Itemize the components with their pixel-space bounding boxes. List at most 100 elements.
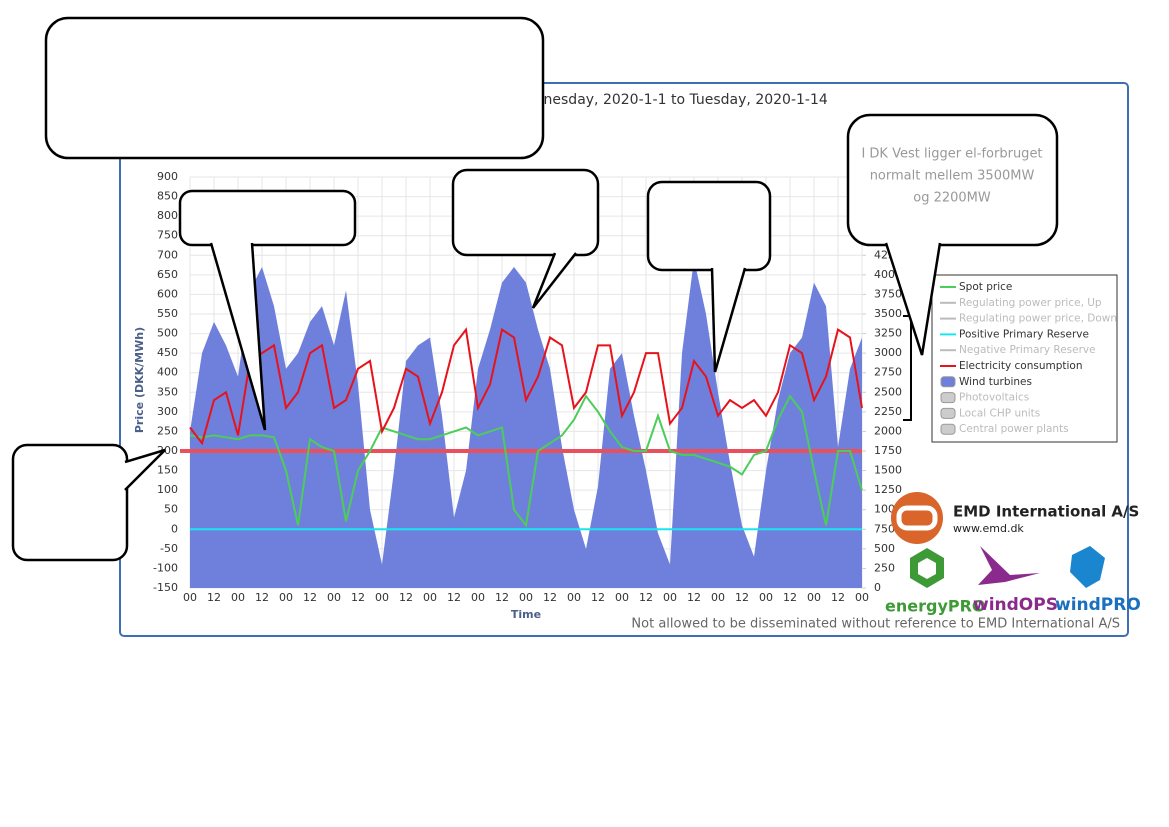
x-tick-label: 12 (543, 591, 557, 604)
bracket (903, 315, 912, 421)
logo-energypro-inner (918, 558, 936, 579)
callout-pointer (710, 267, 747, 373)
company-name: EMD International A/S (953, 503, 1139, 521)
y-tick-label: 100 (157, 483, 178, 496)
line-series (189, 394, 863, 528)
x-tick-label: 12 (639, 591, 653, 604)
y-tick-label: 0 (171, 522, 178, 535)
x-tick-label: 12 (303, 591, 317, 604)
x-tick-label: 12 (399, 591, 413, 604)
logo-emd (891, 492, 943, 544)
footer-note: Not allowed to be disseminated without r… (631, 617, 1120, 632)
x-tick-label: 12 (735, 591, 749, 604)
callout-box (44, 16, 545, 160)
legend-label: Regulating power price, Down (959, 313, 1117, 325)
x-tick-label: 00 (615, 591, 629, 604)
callout-box (451, 168, 600, 257)
x-tick-label: 00 (711, 591, 725, 604)
legend-label: Wind turbines (959, 376, 1032, 388)
chart-title: Wednesday, 2020-1-1 to Tuesday, 2020-1-1… (513, 92, 828, 108)
y-tick-label: 250 (157, 424, 178, 437)
y2-tick-label: 250 (874, 561, 895, 574)
callout-text: I DK Vest ligger el-forbruget (861, 147, 1042, 162)
x-tick-label: 12 (495, 591, 509, 604)
y2-tick-label: 3500 (874, 307, 902, 320)
x-tick-label: 12 (351, 591, 365, 604)
legend-symbol (940, 407, 956, 419)
x-tick-label: 12 (447, 591, 461, 604)
x-axis-title: Time (511, 608, 541, 621)
y2-tick-label: 2500 (874, 385, 902, 398)
logo-windops (978, 546, 1040, 585)
callout-pointer (531, 252, 577, 309)
y-tick-label: -150 (153, 581, 178, 594)
logo-windpro (1070, 546, 1105, 588)
area-series (190, 259, 862, 588)
x-tick-label: 12 (207, 591, 221, 604)
y-tick-label: 500 (157, 327, 178, 340)
y2-tick-label: 1750 (874, 444, 902, 457)
legend-label: Photovoltaics (959, 392, 1029, 404)
callout-pointer (884, 242, 942, 356)
y2-tick-label: 0 (874, 581, 881, 594)
x-tick-label: 00 (327, 591, 341, 604)
y-tick-label: 700 (157, 248, 178, 261)
y2-tick-label: 3750 (874, 287, 902, 300)
x-tick-label: 00 (663, 591, 677, 604)
y2-tick-label: 3250 (874, 327, 902, 340)
callout-box (846, 113, 1059, 247)
legend-label: Regulating power price, Up (959, 297, 1102, 309)
x-tick-label: 00 (183, 591, 197, 604)
y-tick-label: 50 (164, 503, 178, 516)
callout-pointer (124, 448, 166, 491)
y2-tick-label: 3000 (874, 346, 902, 359)
y-tick-label: -100 (153, 561, 178, 574)
y-tick-label: 150 (157, 464, 178, 477)
product-name: windPRO (1055, 595, 1141, 615)
legend-label: Central power plants (959, 423, 1069, 435)
callout-box (178, 189, 357, 247)
y2-tick-label: 2250 (874, 405, 902, 418)
y-tick-label: 800 (157, 209, 178, 222)
product-name: windOPS (973, 595, 1058, 615)
y-tick-label: 600 (157, 287, 178, 300)
y-tick-label: -50 (160, 542, 178, 555)
legend-label: Electricity consumption (959, 360, 1082, 372)
legend-label: Local CHP units (959, 407, 1040, 419)
y2-tick-label: 1500 (874, 464, 902, 477)
legend-box (931, 274, 1118, 443)
callout-box (646, 180, 772, 272)
x-tick-label: 12 (255, 591, 269, 604)
y-tick-label: 450 (157, 346, 178, 359)
legend: Spot price Regulating power price, Up Regu… (940, 281, 1117, 435)
x-tick-label: 12 (783, 591, 797, 604)
callout-text: og 2200MW (913, 191, 991, 206)
product-name: energyPRO (885, 597, 986, 616)
y-axis-title: Price (DKK/MWh) (133, 327, 146, 433)
legend-symbol (940, 423, 956, 435)
y2-tick-label: 1250 (874, 483, 902, 496)
x-tick-label: 00 (519, 591, 533, 604)
y-tick-label: 400 (157, 366, 178, 379)
legend-label: Spot price (959, 281, 1012, 293)
legend-symbol (940, 376, 956, 388)
x-tick-label: 00 (855, 591, 869, 604)
y2-tick-label: 2000 (874, 424, 902, 437)
y-tick-label: 750 (157, 229, 178, 242)
callout-pointer (209, 242, 267, 431)
x-tick-label: 00 (279, 591, 293, 604)
x-tick-label: 12 (831, 591, 845, 604)
x-tick-label: 00 (375, 591, 389, 604)
x-tick-label: 12 (591, 591, 605, 604)
x-tick-label: 12 (687, 591, 701, 604)
y-tick-label: 350 (157, 385, 178, 398)
x-tick-label: 00 (567, 591, 581, 604)
legend-label: Positive Primary Reserve (959, 328, 1089, 340)
x-tick-label: 00 (423, 591, 437, 604)
callout-text: normalt mellem 3500MW (870, 169, 1035, 184)
y2-tick-label: 750 (874, 522, 895, 535)
legend-label: Negative Primary Reserve (959, 344, 1096, 356)
y2-tick-label: 500 (874, 542, 895, 555)
callout-box (11, 443, 129, 562)
y-tick-label: 550 (157, 307, 178, 320)
